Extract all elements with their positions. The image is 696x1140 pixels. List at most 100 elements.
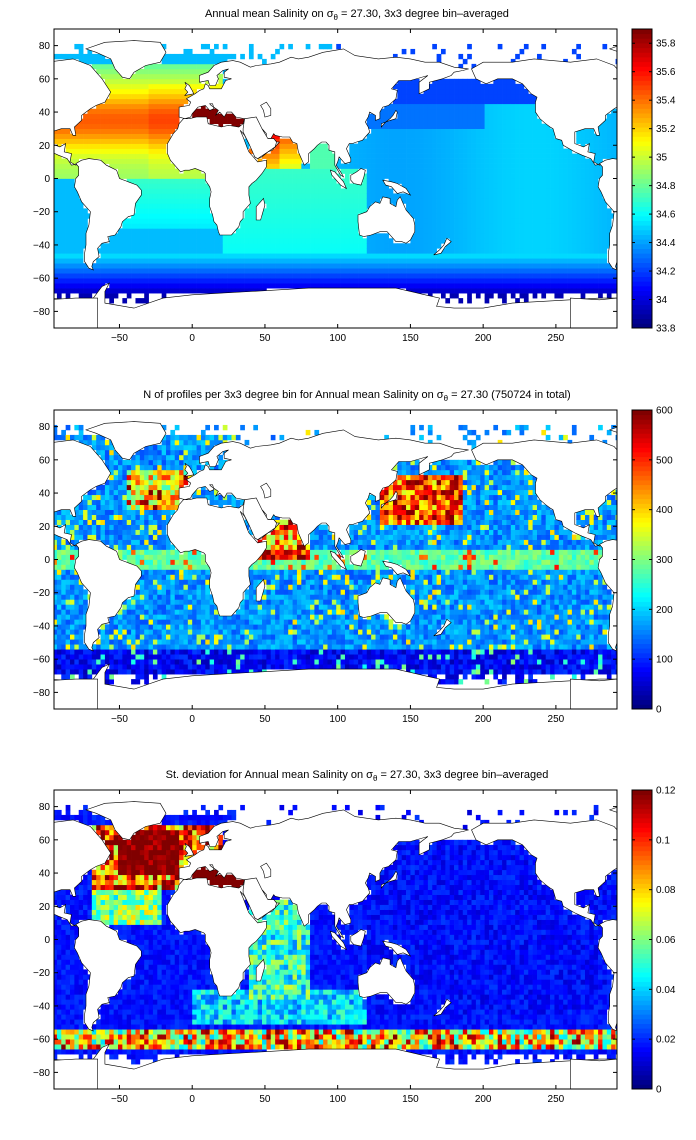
map-cell — [65, 253, 71, 259]
map-cell — [584, 248, 590, 254]
map-cell — [61, 594, 66, 600]
map-cell — [126, 258, 132, 264]
map-cell — [235, 288, 241, 294]
map-cell — [467, 108, 472, 115]
map-cell — [131, 248, 136, 254]
map-cell — [56, 539, 62, 545]
map-cell — [183, 178, 189, 184]
map-cell — [139, 98, 145, 105]
map-cell — [427, 93, 433, 100]
map-cell — [144, 283, 149, 289]
map-cell — [54, 198, 58, 204]
map-cell — [305, 193, 311, 199]
map-cell — [283, 208, 289, 214]
map-cell — [139, 208, 145, 214]
map-cell — [497, 113, 503, 120]
map-cell — [83, 233, 88, 239]
map-cell — [419, 203, 424, 209]
map-cell — [353, 148, 359, 154]
map-cell — [436, 93, 442, 100]
map-cell — [458, 203, 464, 209]
map-cell — [471, 238, 477, 244]
map-cell — [279, 188, 285, 194]
map-cell — [502, 138, 507, 144]
map-cell — [523, 218, 529, 224]
map-cell — [436, 203, 442, 209]
map-cell — [283, 168, 289, 174]
map-cell — [109, 93, 114, 100]
map-cell — [56, 509, 62, 515]
map-cell — [148, 208, 154, 214]
map-cell — [192, 78, 197, 85]
map-cell — [270, 283, 276, 289]
map-cell — [179, 188, 184, 194]
map-cell — [532, 293, 538, 299]
map-cell — [558, 188, 564, 194]
map-cell — [362, 173, 368, 179]
map-cell — [384, 133, 389, 139]
map-cell — [231, 283, 237, 289]
map-cell — [506, 168, 512, 174]
map-cell — [449, 178, 455, 184]
map-cell — [104, 123, 110, 130]
map-cell — [61, 569, 66, 575]
panel-1-xticks: −50 0 50 100 150 200 250 — [111, 29, 565, 344]
map-cell — [388, 248, 394, 254]
map-cell — [615, 58, 617, 65]
map-cell — [427, 248, 433, 254]
map-cell — [602, 238, 608, 244]
map-cell — [397, 143, 403, 149]
map-cell — [65, 268, 71, 274]
map-cell — [358, 273, 363, 279]
map-cell — [515, 93, 520, 100]
map-cell — [510, 123, 516, 130]
map-cell — [139, 158, 145, 164]
map-cell — [292, 183, 298, 189]
map-cell — [506, 283, 512, 289]
map-cell — [70, 143, 75, 149]
map-cell — [580, 283, 586, 289]
map-cell — [235, 118, 241, 125]
map-cell — [144, 223, 149, 229]
map-cell — [502, 298, 507, 304]
map-cell — [375, 278, 381, 284]
map-cell — [440, 123, 446, 130]
map-cell — [104, 634, 110, 640]
map-cell — [257, 178, 263, 184]
map-cell — [458, 248, 464, 254]
map-cell — [584, 138, 590, 144]
map-cell — [152, 228, 158, 234]
map-cell — [157, 158, 162, 164]
map-cell — [506, 103, 512, 110]
map-cell — [87, 514, 93, 520]
map-cell — [493, 118, 499, 125]
map-cell — [379, 188, 385, 194]
map-cell — [126, 263, 132, 269]
map-cell — [113, 88, 119, 95]
map-cell — [205, 188, 211, 194]
map-cell — [113, 449, 119, 456]
map-cell — [584, 128, 590, 134]
map-cell — [589, 278, 595, 284]
map-cell — [545, 173, 551, 179]
map-cell — [323, 278, 328, 284]
map-cell — [174, 193, 180, 199]
map-cell — [61, 624, 66, 630]
map-cell — [56, 669, 62, 675]
map-cell — [436, 233, 442, 239]
map-cell — [96, 494, 101, 501]
map-cell — [593, 148, 599, 154]
map-cell — [440, 218, 446, 224]
map-cell — [196, 178, 202, 184]
map-cell — [109, 509, 114, 515]
map-cell — [406, 278, 411, 284]
map-cell — [231, 268, 237, 274]
map-cell — [371, 278, 376, 284]
map-cell — [56, 268, 62, 274]
map-cell — [126, 153, 132, 159]
map-cell — [480, 188, 485, 194]
map-cell — [427, 288, 433, 294]
map-cell — [122, 238, 128, 244]
map-cell — [484, 208, 490, 214]
map-cell — [288, 213, 293, 219]
